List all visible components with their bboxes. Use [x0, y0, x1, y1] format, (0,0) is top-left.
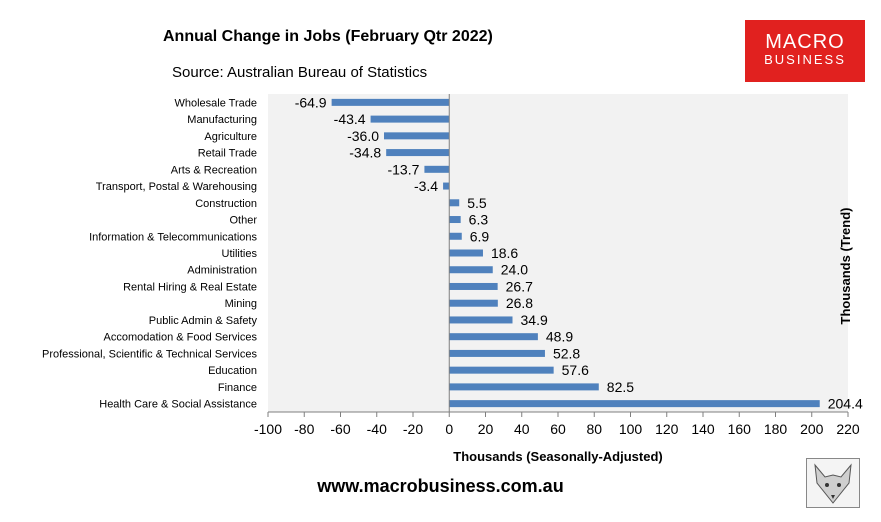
data-label: 5.5 — [467, 195, 487, 211]
category-label: Construction — [195, 198, 257, 210]
data-label: -36.0 — [347, 128, 379, 144]
x-tick-label: 0 — [445, 421, 453, 437]
footer-url: www.macrobusiness.com.au — [317, 476, 564, 496]
bar — [449, 282, 498, 290]
bar — [449, 400, 820, 408]
bar — [449, 249, 483, 257]
data-label: 26.7 — [506, 278, 533, 294]
bar — [370, 115, 450, 123]
data-label: -3.4 — [414, 178, 438, 194]
x-tick-label: -40 — [367, 421, 387, 437]
x-tick-label: 40 — [514, 421, 530, 437]
bar — [384, 132, 450, 140]
bar — [386, 149, 450, 157]
x-tick-label: -60 — [330, 421, 350, 437]
category-label: Retail Trade — [198, 148, 257, 160]
category-label: Finance — [218, 382, 257, 394]
x-tick-label: -100 — [254, 421, 282, 437]
data-label: -64.9 — [295, 94, 327, 110]
category-label: Rental Hiring & Real Estate — [123, 281, 257, 293]
bars-group — [331, 98, 820, 408]
category-label: Wholesale Trade — [174, 97, 257, 109]
category-label: Information & Telecommunications — [89, 231, 257, 243]
data-label: 204.4 — [828, 396, 863, 412]
data-label: 26.8 — [506, 295, 533, 311]
data-label: 82.5 — [607, 379, 634, 395]
y-axis-label: Thousands (Trend) — [838, 208, 853, 325]
data-label: -13.7 — [387, 161, 419, 177]
bar — [424, 165, 450, 173]
category-label: Other — [229, 215, 257, 227]
data-label: 6.9 — [470, 228, 490, 244]
category-label: Transport, Postal & Warehousing — [96, 181, 257, 193]
bar — [449, 366, 554, 374]
data-label: 24.0 — [501, 262, 528, 278]
data-labels: -64.9 -43.4-36.0-34.8 -13.7-3.4 5.56.36.918… — [295, 94, 863, 411]
x-tick-label: 20 — [478, 421, 494, 437]
plot-area — [268, 94, 848, 412]
logo-line-2: BUSINESS — [764, 52, 846, 67]
category-label: Administration — [187, 265, 257, 277]
bar — [449, 333, 538, 341]
x-tick-label: 80 — [586, 421, 602, 437]
data-label: 6.3 — [469, 212, 489, 228]
data-label: 52.8 — [553, 345, 580, 361]
data-label: -34.8 — [349, 145, 381, 161]
bar — [449, 299, 498, 307]
x-tick-label: 100 — [619, 421, 643, 437]
bar — [449, 232, 462, 240]
bar — [449, 383, 599, 391]
x-tick-label: 180 — [764, 421, 788, 437]
x-tick-label: 200 — [800, 421, 824, 437]
category-label: Agriculture — [204, 131, 257, 143]
data-label: 57.6 — [562, 362, 589, 378]
bar — [449, 199, 460, 207]
category-label: Public Admin & Safety — [149, 315, 258, 327]
x-axis: -100 -80 -60 -40 -20 0 20 40 60 80 100 120 140 160 180… — [254, 94, 860, 437]
data-label: 18.6 — [491, 245, 518, 261]
category-label: Arts & Recreation — [171, 164, 257, 176]
data-label: 34.9 — [521, 312, 548, 328]
bar — [449, 216, 461, 224]
x-tick-label: 160 — [728, 421, 752, 437]
category-label: Accomodation & Food Services — [104, 332, 258, 344]
x-axis-label: Thousands (Seasonally-Adjusted) — [453, 449, 662, 464]
category-label: Utilities — [222, 248, 258, 260]
category-label: Mining — [225, 298, 257, 310]
x-tick-label: 60 — [550, 421, 566, 437]
category-label: Health Care & Social Assistance — [99, 399, 257, 411]
bar — [449, 349, 545, 357]
logo-line-1: MACRO — [765, 31, 845, 53]
chart-source: Source: Australian Bureau of Statistics — [172, 64, 428, 81]
category-labels: Wholesale Trade Manufacturing Agriculture R… — [42, 97, 258, 410]
bar — [449, 316, 513, 324]
fox-logo-icon — [806, 458, 860, 508]
category-label: Professional, Scientific & Technical Ser… — [42, 348, 258, 360]
x-tick-label: 120 — [655, 421, 679, 437]
category-label: Manufacturing — [187, 114, 257, 126]
x-tick-label: -20 — [403, 421, 423, 437]
bar — [443, 182, 450, 190]
macrobusiness-logo: MACRO BUSINESS — [745, 20, 865, 82]
x-tick-label: 140 — [691, 421, 715, 437]
bar — [331, 98, 450, 106]
data-label: 48.9 — [546, 329, 573, 345]
bar — [449, 266, 493, 274]
chart-title: Annual Change in Jobs (February Qtr 2022… — [163, 28, 493, 45]
data-label: -43.4 — [334, 111, 366, 127]
x-tick-label: -80 — [294, 421, 314, 437]
x-tick-label: 220 — [836, 421, 860, 437]
category-label: Education — [208, 365, 257, 377]
